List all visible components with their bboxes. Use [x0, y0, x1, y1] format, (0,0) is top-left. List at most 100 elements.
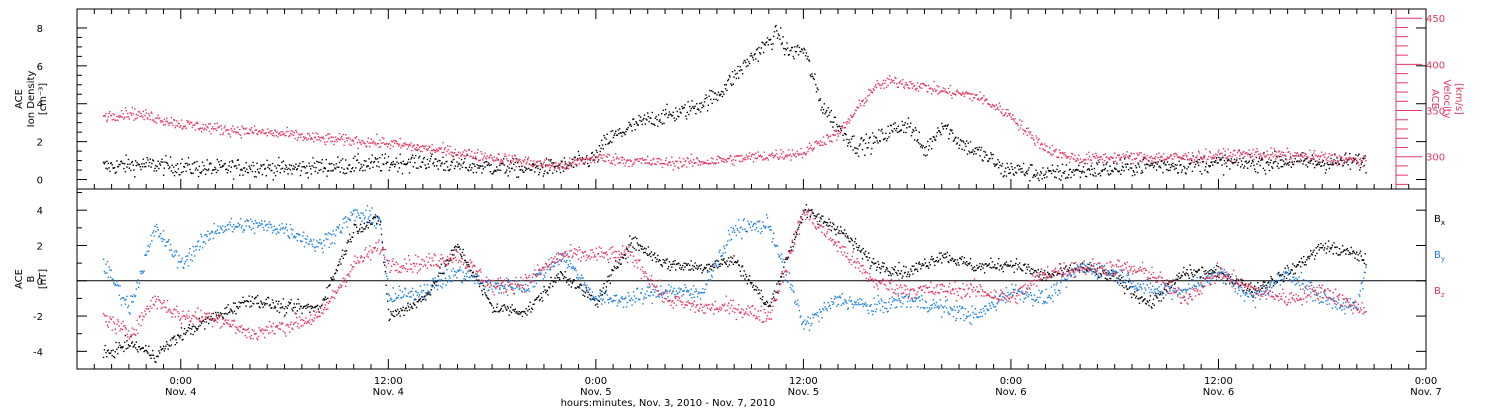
bx-series-point-712 [657, 254, 659, 257]
velocity-series-point-417 [427, 148, 429, 150]
density-series-point-402 [415, 167, 418, 169]
density-series-point-1134 [985, 154, 987, 156]
bx-series-point-1533 [1296, 265, 1298, 267]
bx-series-point-1409 [1199, 276, 1201, 278]
density-series-point-207 [264, 168, 266, 170]
bx-series-point-1085 [947, 260, 949, 263]
velocity-series-point-1364 [1164, 158, 1166, 160]
velocity-series-point-1286 [1103, 160, 1106, 162]
bx-series-point-655 [612, 269, 615, 272]
density-series-point-1029 [903, 124, 906, 126]
velocity-series-point-313 [346, 139, 348, 142]
velocity-series-point-763 [696, 158, 699, 160]
density-series-point-1178 [1019, 168, 1022, 170]
density-series-point-1331 [1138, 166, 1141, 168]
velocity-series-point-802 [727, 157, 729, 160]
density-series-point-1039 [911, 131, 913, 134]
density-series-point-1609 [1355, 154, 1357, 156]
velocity-series-point-848 [762, 158, 765, 160]
bx-series-point-877 [785, 257, 787, 259]
bx-series-point-460 [460, 255, 463, 258]
velocity-series-point-431 [438, 147, 440, 149]
density-series-point-1334 [1141, 170, 1143, 172]
bx-series-point-902 [804, 209, 807, 211]
velocity-series-point-1124 [977, 97, 980, 100]
velocity-series-point-20 [118, 116, 120, 118]
velocity-series-point-1139 [989, 104, 991, 106]
bx-series-point-118 [194, 326, 197, 328]
velocity-series-point-1086 [948, 87, 950, 90]
bx-series-point-1477 [1252, 296, 1254, 298]
density-series-point-535 [519, 169, 521, 171]
bx-series-point-1471 [1247, 283, 1250, 286]
velocity-series-point-392 [408, 145, 410, 148]
velocity-series-point-1578 [1331, 160, 1333, 162]
bx-series-point-575 [550, 276, 552, 279]
velocity-series-point-1257 [1081, 161, 1083, 163]
velocity-series-point-853 [766, 157, 769, 159]
bx-series-point-991 [874, 262, 876, 264]
bx-series-point-63 [152, 349, 154, 352]
bx-series-point-95 [176, 334, 179, 336]
bx-series-point-796 [722, 259, 724, 261]
density-series-point-381 [399, 153, 401, 155]
velocity-series-point-637 [598, 153, 601, 156]
density-series-point-216 [271, 169, 273, 172]
density-series-point-465 [464, 166, 467, 169]
velocity-series-point-478 [475, 156, 477, 158]
velocity-series-point-959 [849, 119, 851, 121]
density-series-point-272 [314, 170, 316, 173]
density-series-point-1207 [1042, 167, 1044, 169]
density-series-point-415 [425, 167, 428, 169]
bx-series-point-407 [419, 298, 422, 300]
density-series-point-1 [103, 163, 106, 165]
velocity-series-point-1461 [1240, 152, 1242, 154]
velocity-series-point-752 [688, 161, 690, 163]
density-series-point-1464 [1242, 157, 1244, 159]
bx-series-point-857 [769, 305, 772, 308]
density-series-point-508 [498, 169, 500, 171]
bx-series-point-824 [744, 278, 746, 280]
bx-series-point-46 [138, 346, 141, 348]
velocity-series-point-476 [473, 157, 475, 159]
density-series-point-1279 [1098, 161, 1100, 163]
bx-series-point-945 [838, 230, 840, 232]
density-series-point-1556 [1313, 166, 1316, 169]
bx-series-point-1154 [1001, 268, 1003, 270]
bx-series-point-293 [331, 278, 333, 280]
velocity-series-point-1357 [1159, 159, 1161, 161]
density-series-point-104 [183, 166, 186, 168]
density-series-point-192 [252, 161, 254, 164]
bx-series-point-935 [830, 229, 832, 232]
bx-series-point-272 [314, 306, 316, 309]
density-series-point-1462 [1240, 160, 1243, 162]
density-series-point-927 [824, 113, 826, 115]
density-series-point-1281 [1099, 175, 1102, 177]
bx-series-point-1056 [924, 262, 927, 264]
density-series-point-1294 [1110, 173, 1112, 175]
density-series-point-687 [637, 124, 639, 126]
velocity-series-point-1583 [1334, 160, 1337, 162]
bx-series-point-1573 [1327, 245, 1329, 248]
bx-series-point-1470 [1247, 287, 1249, 289]
density-series-point-689 [639, 119, 641, 122]
bx-series-point-34 [129, 345, 131, 347]
velocity-series-point-572 [548, 164, 550, 166]
velocity-series-point-1418 [1206, 158, 1208, 161]
density-series-point-498 [490, 164, 492, 166]
velocity-series-point-1031 [905, 82, 907, 84]
velocity-series-point-167 [232, 131, 235, 133]
velocity-series-point-1277 [1096, 157, 1099, 159]
bx-series-point-1532 [1295, 266, 1297, 268]
density-series-point-515 [503, 164, 506, 166]
velocity-series-point-397 [411, 146, 414, 148]
density-series-point-1293 [1109, 165, 1111, 167]
density-series-point-1011 [889, 124, 892, 127]
density-series-point-1012 [890, 124, 892, 127]
density-series-point-821 [741, 73, 744, 75]
density-series-point-459 [460, 164, 462, 166]
velocity-series-point-831 [749, 158, 752, 160]
velocity-series-point-1201 [1037, 139, 1039, 141]
density-series-point-1079 [942, 128, 945, 130]
velocity-series-point-702 [649, 163, 651, 165]
